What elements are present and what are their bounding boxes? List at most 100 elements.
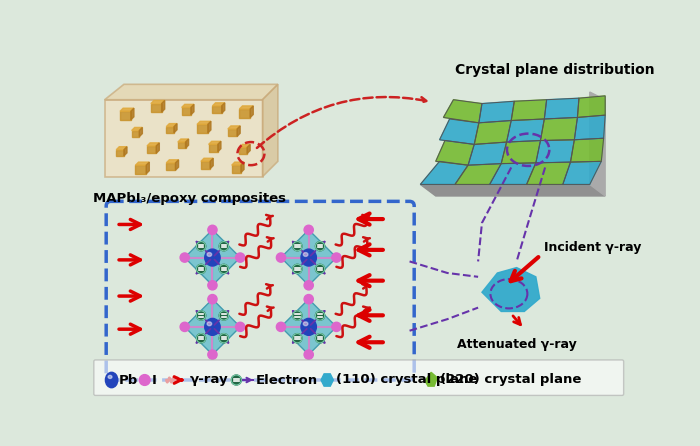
Polygon shape — [222, 103, 225, 113]
Polygon shape — [201, 161, 211, 170]
Polygon shape — [455, 164, 501, 184]
Ellipse shape — [108, 376, 112, 379]
Polygon shape — [578, 96, 605, 117]
Polygon shape — [526, 162, 570, 184]
Polygon shape — [174, 124, 177, 133]
Polygon shape — [185, 299, 240, 327]
Polygon shape — [281, 230, 309, 285]
Ellipse shape — [303, 322, 308, 326]
Text: MAPbI₃/epoxy composites: MAPbI₃/epoxy composites — [93, 192, 286, 205]
Polygon shape — [201, 158, 215, 161]
Polygon shape — [135, 165, 146, 174]
Polygon shape — [185, 299, 213, 355]
Circle shape — [208, 350, 217, 359]
Polygon shape — [158, 143, 161, 155]
Polygon shape — [262, 84, 278, 177]
Circle shape — [293, 311, 302, 320]
Polygon shape — [574, 115, 605, 140]
Polygon shape — [239, 145, 250, 148]
Polygon shape — [182, 104, 192, 107]
Polygon shape — [167, 124, 177, 127]
Text: Crystal plane distribution: Crystal plane distribution — [455, 63, 654, 77]
Polygon shape — [167, 163, 174, 169]
Polygon shape — [120, 111, 127, 117]
Polygon shape — [189, 104, 192, 114]
Polygon shape — [185, 327, 240, 355]
Circle shape — [231, 375, 241, 385]
Text: Incident γ-ray: Incident γ-ray — [543, 241, 641, 254]
Polygon shape — [216, 141, 219, 151]
Circle shape — [208, 294, 217, 304]
Ellipse shape — [301, 318, 316, 335]
Polygon shape — [425, 372, 438, 386]
Ellipse shape — [207, 252, 211, 256]
Polygon shape — [127, 108, 131, 117]
Polygon shape — [475, 120, 511, 145]
Polygon shape — [213, 299, 240, 355]
Polygon shape — [490, 163, 536, 184]
Text: Electron: Electron — [256, 373, 318, 387]
Polygon shape — [247, 145, 250, 153]
Polygon shape — [281, 230, 337, 258]
Polygon shape — [167, 127, 174, 133]
Polygon shape — [281, 299, 337, 327]
Polygon shape — [185, 258, 240, 285]
Polygon shape — [167, 160, 177, 163]
Polygon shape — [132, 131, 139, 136]
Circle shape — [180, 253, 189, 262]
Polygon shape — [147, 143, 161, 146]
Polygon shape — [444, 100, 482, 123]
Polygon shape — [213, 230, 240, 285]
Polygon shape — [135, 162, 149, 165]
Circle shape — [208, 225, 217, 235]
Polygon shape — [281, 299, 309, 355]
Circle shape — [139, 375, 150, 385]
Circle shape — [197, 242, 206, 251]
Polygon shape — [209, 145, 216, 151]
Text: γ-ray: γ-ray — [189, 373, 228, 387]
Circle shape — [180, 322, 189, 331]
Polygon shape — [125, 147, 129, 157]
Polygon shape — [209, 141, 219, 145]
Ellipse shape — [303, 252, 308, 256]
Polygon shape — [309, 299, 337, 355]
Polygon shape — [105, 84, 278, 100]
Polygon shape — [213, 103, 225, 106]
Circle shape — [293, 334, 302, 343]
Text: (220) crystal plane: (220) crystal plane — [440, 373, 582, 387]
Polygon shape — [211, 158, 215, 170]
Polygon shape — [132, 128, 142, 131]
Circle shape — [316, 264, 325, 273]
Ellipse shape — [204, 318, 220, 335]
Polygon shape — [281, 258, 337, 285]
Polygon shape — [309, 230, 337, 285]
Polygon shape — [186, 139, 188, 148]
Circle shape — [219, 334, 228, 343]
Polygon shape — [440, 119, 479, 145]
Polygon shape — [146, 162, 149, 174]
Polygon shape — [247, 106, 250, 115]
Circle shape — [219, 311, 228, 320]
Polygon shape — [208, 121, 211, 133]
Polygon shape — [479, 101, 514, 123]
Circle shape — [276, 253, 286, 262]
Polygon shape — [468, 142, 507, 165]
Ellipse shape — [301, 249, 316, 266]
Polygon shape — [420, 161, 468, 184]
Polygon shape — [589, 92, 605, 196]
Polygon shape — [507, 119, 545, 142]
Polygon shape — [482, 268, 540, 311]
Polygon shape — [536, 140, 574, 163]
Circle shape — [276, 322, 286, 331]
Polygon shape — [185, 230, 213, 285]
Polygon shape — [178, 142, 186, 148]
Polygon shape — [232, 165, 239, 171]
Circle shape — [219, 242, 228, 251]
Text: Attenuated γ-ray: Attenuated γ-ray — [456, 339, 577, 351]
Circle shape — [235, 322, 245, 331]
Polygon shape — [174, 160, 177, 169]
Polygon shape — [239, 109, 247, 115]
Polygon shape — [151, 103, 158, 110]
Ellipse shape — [106, 372, 118, 388]
Circle shape — [197, 264, 206, 273]
